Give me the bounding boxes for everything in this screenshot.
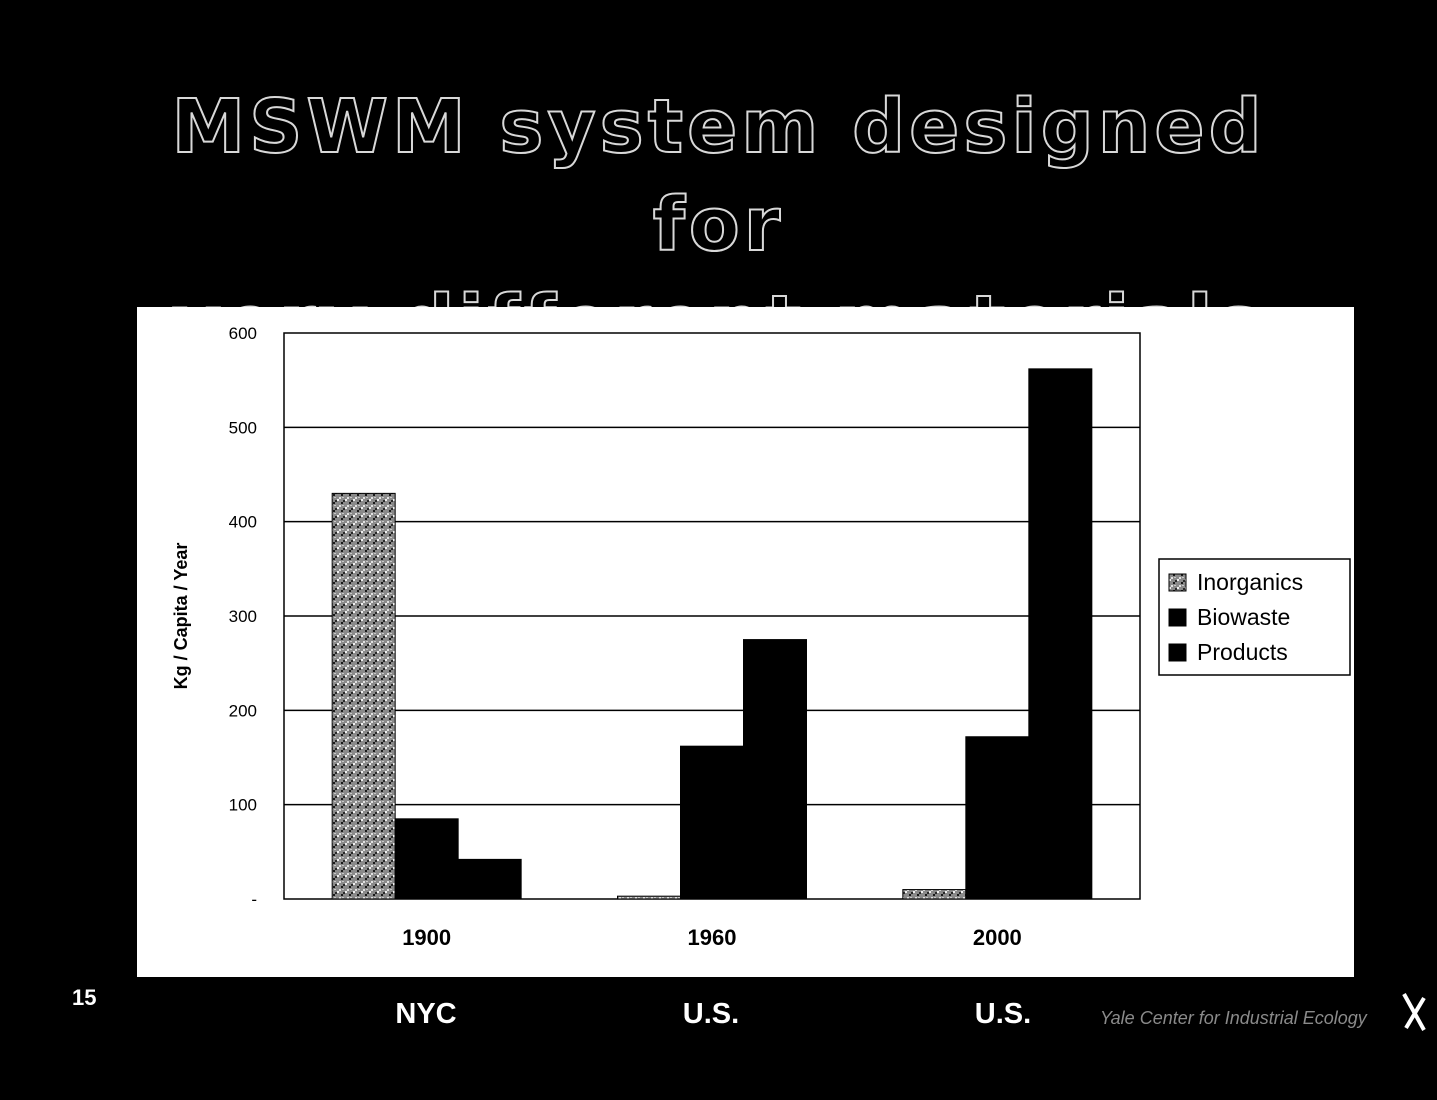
footer-text: Yale Center for Industrial Ecology	[1100, 1008, 1367, 1028]
x-category-label: 2000	[973, 925, 1022, 950]
x-category-label: 1900	[402, 925, 451, 950]
bar-inorganics-2000	[902, 889, 967, 900]
y-tick-label: -	[251, 890, 257, 909]
x-category-label: 1960	[688, 925, 737, 950]
legend-swatch	[1168, 573, 1187, 592]
legend-items: Inorganics Biowaste Products	[1168, 569, 1303, 665]
y-tick-label: 200	[229, 701, 257, 720]
y-axis-ticks: - 100 200 300 400 500 600	[229, 324, 257, 909]
logo-icon	[1402, 993, 1426, 1031]
legend-swatch	[1168, 643, 1187, 662]
bars	[331, 368, 1093, 900]
legend-swatch	[1168, 608, 1187, 627]
chart-panel: - 100 200 300 400 500 600 1900 1960 2000 Kg / Ca…	[137, 307, 1354, 977]
y-tick-label: 500	[229, 418, 257, 437]
y-tick-label: 600	[229, 324, 257, 343]
legend-label: Products	[1197, 639, 1288, 665]
legend-label: Biowaste	[1197, 604, 1290, 630]
bar-products-1900	[457, 858, 522, 900]
slide-number: 15	[72, 985, 97, 1010]
x-axis-categories: 1900 1960 2000	[402, 925, 1022, 950]
y-tick-label: 100	[229, 796, 257, 815]
bar-biowaste-2000	[965, 736, 1030, 900]
bar-biowaste-1960	[680, 745, 744, 900]
region-label-us-2000: U.S.	[974, 998, 1032, 1030]
bar-inorganics-1960	[617, 895, 681, 900]
bar-inorganics-1900	[331, 492, 396, 900]
region-label-us-1960: U.S.	[682, 998, 740, 1030]
bar-products-1960	[743, 639, 807, 900]
bar-chart: - 100 200 300 400 500 600 1900 1960 2000 Kg / Ca…	[171, 324, 1351, 950]
bar-products-2000	[1028, 368, 1093, 900]
legend-frame	[1158, 558, 1351, 676]
y-tick-label: 300	[229, 607, 257, 626]
region-label-nyc: NYC	[395, 998, 457, 1030]
legend-label: Inorganics	[1197, 569, 1303, 595]
y-axis-title: Kg / Capita / Year	[171, 543, 191, 690]
legend: Inorganics Biowaste Products	[1158, 558, 1351, 676]
bar-biowaste-1900	[394, 818, 459, 900]
y-tick-label: 400	[229, 513, 257, 532]
title-line-1: MSWM system designed for	[170, 83, 1266, 269]
